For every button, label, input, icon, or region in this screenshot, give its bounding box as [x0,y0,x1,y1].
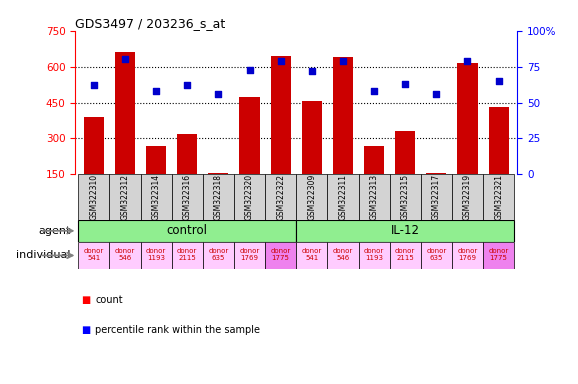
Point [369,88,379,94]
Bar [109,174,140,220]
Bar [234,174,265,220]
Bar [172,174,203,220]
Bar [208,173,228,174]
Text: percentile rank within the sample: percentile rank within the sample [95,325,260,335]
Text: donor
1193: donor 1193 [364,248,384,262]
Text: GSM322314: GSM322314 [151,174,161,220]
Text: ■: ■ [81,325,90,335]
Bar [358,174,390,220]
Point [307,68,316,74]
Bar [265,174,297,220]
Text: donor
2115: donor 2115 [395,248,416,262]
Text: donor
1193: donor 1193 [146,248,166,262]
Bar [203,174,234,220]
Point [494,78,503,84]
Bar [140,174,172,220]
Point [183,82,192,88]
Bar [203,242,234,269]
Bar [364,146,384,174]
Bar [265,242,297,269]
Text: ■: ■ [81,295,90,305]
Point [276,58,286,64]
Bar [457,63,477,174]
Text: donor
546: donor 546 [333,248,353,262]
Point [89,82,98,88]
Bar [297,242,327,269]
Text: donor
1769: donor 1769 [239,248,260,262]
Bar [452,174,483,220]
Point [432,91,441,97]
Text: GSM322321: GSM322321 [494,174,503,220]
Text: donor
541: donor 541 [302,248,322,262]
Point [214,91,223,97]
Bar [109,242,140,269]
Bar [146,146,166,174]
Point [401,81,410,87]
Bar [483,242,514,269]
Bar [390,174,421,220]
Bar [395,131,416,174]
Point [463,58,472,64]
Text: donor
1775: donor 1775 [488,248,509,262]
Bar [78,174,109,220]
Bar [390,242,421,269]
Text: donor
546: donor 546 [115,248,135,262]
Text: GSM322316: GSM322316 [183,174,192,220]
Text: GSM322310: GSM322310 [90,174,98,220]
Text: donor
1769: donor 1769 [457,248,477,262]
Bar [172,242,203,269]
Bar [78,242,109,269]
Point [120,56,129,63]
Bar [488,108,509,174]
Text: GSM322317: GSM322317 [432,174,441,220]
Bar [234,242,265,269]
Bar [421,174,452,220]
Text: GSM322311: GSM322311 [339,174,347,220]
Text: control: control [166,224,208,237]
Bar [333,57,353,174]
Text: donor
635: donor 635 [208,248,228,262]
Bar [426,173,446,174]
Text: GSM322322: GSM322322 [276,174,285,220]
Text: GSM322312: GSM322312 [120,174,129,220]
Text: GSM322320: GSM322320 [245,174,254,220]
Bar [327,242,358,269]
Text: donor
1775: donor 1775 [271,248,291,262]
Text: individual: individual [16,250,71,260]
Text: donor
541: donor 541 [84,248,104,262]
Bar [297,220,514,242]
Text: GSM322319: GSM322319 [463,174,472,220]
Bar [297,174,327,220]
Bar [483,174,514,220]
Bar [177,134,197,174]
Bar [78,220,297,242]
Text: GSM322309: GSM322309 [307,174,316,220]
Bar [271,56,291,174]
Bar [327,174,358,220]
Text: count: count [95,295,123,305]
Bar [302,101,322,174]
Bar [452,242,483,269]
Text: donor
2115: donor 2115 [177,248,197,262]
Text: GSM322313: GSM322313 [369,174,379,220]
Text: GSM322318: GSM322318 [214,174,223,220]
Text: agent: agent [38,226,71,236]
Text: IL-12: IL-12 [391,224,420,237]
Bar [421,242,452,269]
Text: GDS3497 / 203236_s_at: GDS3497 / 203236_s_at [75,17,225,30]
Bar [358,242,390,269]
Bar [84,117,104,174]
Text: GSM322315: GSM322315 [401,174,410,220]
Text: donor
635: donor 635 [426,248,446,262]
Point [245,66,254,73]
Point [151,88,161,94]
Bar [239,96,260,174]
Point [338,58,347,64]
Bar [115,52,135,174]
Bar [140,242,172,269]
